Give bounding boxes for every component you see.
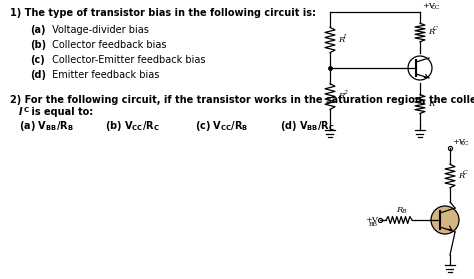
Text: R: R <box>396 206 402 214</box>
Text: C: C <box>463 170 468 174</box>
Text: Voltage-divider bias: Voltage-divider bias <box>49 25 149 35</box>
Text: I: I <box>19 107 23 117</box>
Text: (a): (a) <box>30 25 46 35</box>
Text: +V: +V <box>365 216 378 224</box>
Text: +V: +V <box>422 2 435 10</box>
Text: R: R <box>458 172 464 180</box>
Text: $\mathbf{(a)\ V_{BB}/R_B}$: $\mathbf{(a)\ V_{BB}/R_B}$ <box>19 119 74 133</box>
Circle shape <box>431 206 459 234</box>
Text: R: R <box>338 36 344 44</box>
Text: C: C <box>433 26 438 31</box>
Text: BB: BB <box>369 222 378 227</box>
Text: B: B <box>401 209 405 214</box>
Text: (c): (c) <box>30 55 45 65</box>
Text: (b): (b) <box>30 40 46 50</box>
Text: CC: CC <box>431 5 440 10</box>
Text: 1) The type of transistor bias in the following circuit is:: 1) The type of transistor bias in the fo… <box>10 8 316 18</box>
Text: $\mathbf{(b)\ V_{CC}/R_C}$: $\mathbf{(b)\ V_{CC}/R_C}$ <box>105 119 160 133</box>
Text: C: C <box>24 107 29 113</box>
Text: $\mathbf{(c)\ V_{CC}/R_B}$: $\mathbf{(c)\ V_{CC}/R_B}$ <box>195 119 249 133</box>
Text: Collector feedback bias: Collector feedback bias <box>49 40 166 50</box>
Text: Emitter feedback bias: Emitter feedback bias <box>49 70 159 80</box>
Text: 1: 1 <box>343 33 347 39</box>
Text: is equal to:: is equal to: <box>28 107 93 117</box>
Text: 2: 2 <box>343 90 347 95</box>
Text: R: R <box>428 28 434 37</box>
Text: R: R <box>428 100 434 108</box>
Text: (d): (d) <box>30 70 46 80</box>
Text: +V: +V <box>452 138 465 146</box>
Text: E: E <box>433 97 438 102</box>
Text: Collector-Emitter feedback bias: Collector-Emitter feedback bias <box>49 55 206 65</box>
Text: $\mathbf{(d)\ V_{BB}/R_C}$: $\mathbf{(d)\ V_{BB}/R_C}$ <box>280 119 335 133</box>
Text: 2) For the following circuit, if the transistor works in the saturation region, : 2) For the following circuit, if the tra… <box>10 95 474 105</box>
Text: CC: CC <box>460 141 470 146</box>
Text: R: R <box>338 93 344 100</box>
